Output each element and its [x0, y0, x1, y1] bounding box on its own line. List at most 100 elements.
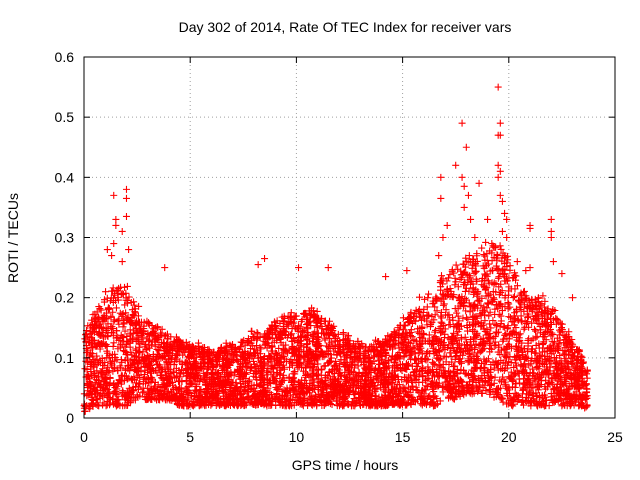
data-point: [376, 381, 384, 389]
data-point: [505, 384, 513, 392]
data-point: [506, 313, 514, 321]
data-point: [556, 336, 564, 344]
data-point: [478, 274, 486, 282]
data-point: [411, 398, 419, 406]
data-point: [272, 323, 280, 331]
data-point: [543, 396, 551, 404]
data-point: [492, 357, 500, 365]
data-point: [454, 321, 462, 329]
data-point: [499, 335, 507, 343]
data-point: [501, 352, 509, 360]
data-point: [495, 328, 503, 336]
data-point: [556, 352, 564, 360]
data-point: [466, 308, 474, 316]
data-point: [345, 332, 353, 340]
data-point: [468, 264, 476, 272]
data-point: [109, 308, 117, 316]
data-point: [282, 341, 290, 349]
data-point: [475, 342, 483, 350]
data-point: [493, 301, 501, 309]
data-point: [482, 238, 490, 246]
data-point: [444, 274, 452, 282]
data-point: [513, 282, 521, 290]
data-point: [448, 267, 456, 275]
data-point: [550, 338, 558, 346]
data-point: [425, 290, 433, 298]
data-point: [485, 312, 493, 320]
data-point: [511, 292, 519, 300]
data-point: [121, 327, 129, 335]
data-point: [495, 311, 503, 319]
data-point: [494, 274, 502, 282]
data-point: [516, 291, 524, 299]
data-point: [478, 244, 486, 252]
data-point: [555, 339, 563, 347]
data-point: [567, 343, 575, 351]
data-point: [459, 314, 467, 322]
data-point: [283, 334, 291, 342]
data-point: [123, 282, 131, 290]
data-point: [518, 318, 526, 326]
data-point: [505, 358, 513, 366]
data-point: [154, 351, 162, 359]
data-point: [427, 379, 435, 387]
data-point: [516, 330, 524, 338]
data-point: [575, 384, 583, 392]
data-point: [493, 329, 501, 337]
data-point: [477, 360, 485, 368]
data-point: [454, 265, 462, 273]
data-point: [399, 314, 407, 322]
data-point: [413, 362, 421, 370]
data-point: [439, 301, 447, 309]
data-point: [275, 344, 283, 352]
data-point: [313, 307, 321, 315]
data-point: [445, 368, 453, 376]
data-point: [533, 332, 541, 340]
data-point: [482, 358, 490, 366]
data-point: [431, 311, 439, 319]
data-point: [424, 294, 432, 302]
data-point: [509, 294, 517, 302]
data-point: [450, 329, 458, 337]
data-point: [516, 379, 524, 387]
data-point: [456, 275, 464, 283]
data-point: [452, 261, 460, 269]
data-point: [436, 356, 444, 364]
data-point: [434, 373, 442, 381]
data-point: [491, 320, 499, 328]
data-point: [110, 339, 118, 347]
data-point: [437, 312, 445, 320]
data-point: [486, 308, 494, 316]
data-point: [446, 321, 454, 329]
data-point: [454, 294, 462, 302]
data-point: [318, 329, 326, 337]
data-point: [547, 332, 555, 340]
data-point: [506, 303, 514, 311]
data-point: [119, 323, 127, 331]
data-point: [484, 373, 492, 381]
data-point: [474, 388, 482, 396]
data-point: [461, 294, 469, 302]
data-point: [139, 384, 147, 392]
data-point: [450, 269, 458, 277]
data-point: [257, 345, 265, 353]
data-point: [535, 298, 543, 306]
data-point: [112, 304, 120, 312]
data-point: [354, 362, 362, 370]
data-point: [480, 251, 488, 259]
data-point: [452, 278, 460, 286]
data-point: [321, 336, 329, 344]
data-point: [399, 325, 407, 333]
data-point: [82, 331, 90, 339]
data-point: [453, 321, 461, 329]
data-point: [114, 345, 122, 353]
data-point: [139, 378, 147, 386]
data-point: [583, 370, 591, 378]
data-points-layer: [80, 83, 591, 415]
data-point: [326, 358, 334, 366]
data-point: [462, 307, 470, 315]
data-point: [505, 313, 513, 321]
data-point: [98, 328, 106, 336]
data-point: [248, 327, 256, 335]
